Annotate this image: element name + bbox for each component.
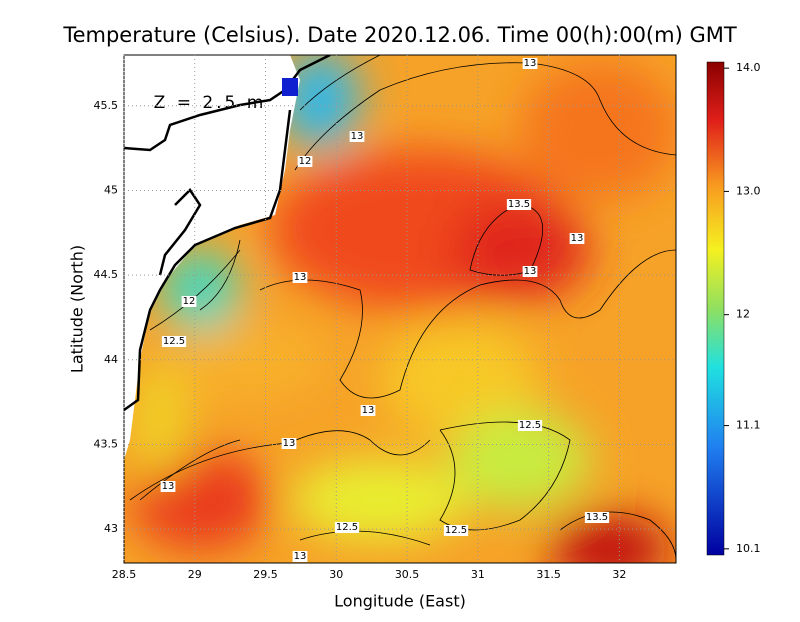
y-tick-label: 44 (104, 353, 118, 366)
contour-label-text: 13 (283, 438, 296, 449)
y-tick-label: 45.5 (94, 99, 119, 112)
contour-label-bg (292, 551, 308, 562)
y-tick-label: 44.5 (94, 268, 119, 281)
contour-label: 12.5 (443, 525, 469, 536)
contour-label-bg (349, 131, 365, 142)
contour-label-text: 12 (183, 296, 196, 307)
contour-label: 12.5 (161, 336, 187, 347)
contour-label: 13 (160, 481, 176, 492)
contour-label: 13 (292, 551, 308, 562)
contour-label-text: 13 (294, 272, 307, 283)
x-tick-label: 30.5 (395, 568, 420, 581)
contour-label-bg (569, 233, 585, 244)
contour-label: 13 (281, 438, 297, 449)
x-tick-label: 28.5 (112, 568, 137, 581)
contour-label-text: 12 (299, 156, 312, 167)
contour-label: 13 (569, 233, 585, 244)
contour-label: 12.5 (334, 522, 360, 533)
y-tick-label: 45 (104, 183, 118, 196)
contour-label: 12 (181, 296, 197, 307)
x-tick-label: 31 (471, 568, 485, 581)
x-tick-label: 29.5 (253, 568, 278, 581)
contour-label: 12.5 (517, 420, 543, 431)
contour-label-text: 13 (162, 481, 175, 492)
contour-label-text: 13 (524, 266, 537, 277)
contour-label-text: 13 (362, 405, 375, 416)
contour-label-bg (160, 481, 176, 492)
dynamic-layer: 28.5 29 29.5 30 30.5 31 31.5 32 43 43.5 44 44.5 45 45… (94, 55, 761, 581)
contour-label-bg (522, 266, 538, 277)
contour-label: 13 (522, 58, 538, 69)
colorbar-tick-label: 12 (736, 308, 750, 321)
title: Temperature (Celsius). Date 2020.12.06. … (62, 23, 737, 47)
contour-label-bg (297, 156, 313, 167)
colorbar-tick-label: 10.1 (736, 542, 761, 555)
contour-label-bg (360, 405, 376, 416)
plot-frame (123, 54, 677, 564)
contour-label-text: 13 (571, 233, 584, 244)
contour-label: 13.5 (506, 199, 532, 210)
colorbar (706, 61, 725, 556)
temperature-field (124, 55, 676, 563)
contour-label-bg (292, 272, 308, 283)
contour-label-bg (584, 512, 610, 523)
y-tick-label: 43 (104, 522, 118, 535)
contour-label-bg (161, 336, 187, 347)
contour-label-bg (506, 199, 532, 210)
x-tick-label: 30 (329, 568, 343, 581)
y-tick-label: 43.5 (94, 437, 119, 450)
contour-label-text: 12.5 (445, 525, 467, 536)
contour-label: 12 (297, 156, 313, 167)
contour-label-bg (517, 420, 543, 431)
contour-label-text: 12.5 (336, 522, 358, 533)
contour-label-bg (522, 58, 538, 69)
y-axis-label: Latitude (North) (68, 245, 87, 373)
contour-label-bg (181, 296, 197, 307)
contour-label-text: 12.5 (163, 336, 185, 347)
contour-label: 13 (349, 131, 365, 142)
colorbar-tick-label: 14.0 (736, 61, 761, 74)
contour-label-text: 12.5 (519, 420, 541, 431)
contour-label-text: 13 (524, 58, 537, 69)
colorbar-tick-label: 11.1 (736, 419, 761, 432)
contour-label-text: 13 (294, 551, 307, 562)
colorbar-tick-label: 13.0 (736, 184, 761, 197)
x-tick-label: 32 (612, 568, 626, 581)
x-tick-label: 29 (188, 568, 202, 581)
contour-label-text: 13.5 (508, 199, 530, 210)
contour-label: 13 (292, 272, 308, 283)
contour-label: 13 (360, 405, 376, 416)
contour-label-text: 13 (351, 131, 364, 142)
contour-label-bg (443, 525, 469, 536)
x-tick-label: 31.5 (536, 568, 561, 581)
contour-label-bg (334, 522, 360, 533)
contour-label: 13.5 (584, 512, 610, 523)
depth-annotation: Z = 2.5 m (154, 93, 267, 113)
contour-label-bg (281, 438, 297, 449)
x-axis-label: Longitude (East) (334, 592, 466, 611)
contour-label: 13 (522, 266, 538, 277)
contour-label-text: 13.5 (586, 512, 608, 523)
